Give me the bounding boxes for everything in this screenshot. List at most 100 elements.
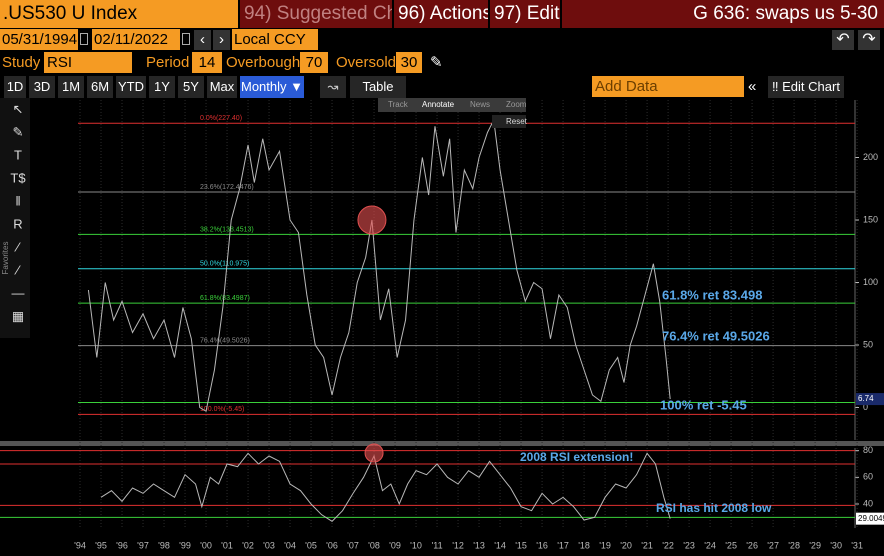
period-button[interactable]: 5Y bbox=[178, 76, 204, 98]
x-tick-label: '10 bbox=[410, 540, 422, 550]
period-button[interactable]: Monthly ▼ bbox=[240, 76, 304, 98]
edit-menu[interactable]: 97) Edit ▾ bbox=[490, 0, 560, 28]
x-tick-label: '14 bbox=[494, 540, 506, 550]
x-tick-label: '30 bbox=[830, 540, 842, 550]
calendar-icon[interactable] bbox=[80, 33, 88, 45]
y-tick-label: 0 bbox=[863, 402, 868, 412]
undo-button[interactable]: ↶ bbox=[832, 30, 854, 50]
x-tick-label: '01 bbox=[221, 540, 233, 550]
annotation: 61.8% ret 83.498 bbox=[662, 287, 762, 302]
level-label: 61.8%(83.4987) bbox=[200, 295, 250, 302]
edit-chart-label: Edit Chart bbox=[782, 79, 840, 94]
period-input[interactable]: 14 bbox=[192, 52, 222, 73]
x-tick-label: '06 bbox=[326, 540, 338, 550]
reset-button[interactable] bbox=[492, 115, 526, 128]
x-tick-label: '24 bbox=[704, 540, 716, 550]
y-tick-label: 100 bbox=[863, 277, 878, 287]
tool-icon[interactable]: ∕ bbox=[14, 262, 21, 277]
x-tick-label: '17 bbox=[557, 540, 569, 550]
y-tick-label: 40 bbox=[863, 498, 873, 508]
x-tick-label: '15 bbox=[515, 540, 527, 550]
x-tick-label: '13 bbox=[473, 540, 485, 550]
prev-button[interactable]: ‹ bbox=[194, 30, 211, 50]
suggested-charts-button[interactable]: 94) Suggested Charts bbox=[240, 0, 392, 28]
overbought-input[interactable]: 70 bbox=[300, 52, 328, 73]
period-label: Period bbox=[146, 54, 190, 71]
x-tick-label: '11 bbox=[432, 540, 443, 550]
level-label: 0.0%(227.40) bbox=[200, 115, 242, 122]
tool-icon[interactable]: R bbox=[13, 216, 22, 231]
start-date[interactable]: 05/31/1994 bbox=[0, 29, 78, 50]
tool-icon[interactable]: ∕ bbox=[14, 239, 21, 254]
oversold-input[interactable]: 30 bbox=[396, 52, 422, 73]
actions-menu[interactable]: 96) Actions ▾ bbox=[394, 0, 488, 28]
tool-icon[interactable]: ✎ bbox=[13, 124, 24, 139]
table-button[interactable]: Table bbox=[350, 76, 406, 98]
chart-tool-button[interactable]: News bbox=[470, 100, 490, 109]
period-button[interactable]: YTD bbox=[116, 76, 146, 98]
chart-area: ↖ ✎ T T$ ‖ R ∕ ∕ — ▦ Favorites '94 '95 '96 '97 '98 '99 '0… bbox=[0, 98, 884, 550]
x-tick-label: '08 bbox=[368, 540, 380, 550]
x-tick-label: '04 bbox=[284, 540, 296, 550]
series-line bbox=[100, 452, 671, 522]
x-tick-label: '94 bbox=[74, 540, 86, 550]
x-tick-label: '99 bbox=[179, 540, 191, 550]
x-tick-label: '29 bbox=[809, 540, 821, 550]
highlight-circle bbox=[357, 205, 387, 235]
end-date[interactable]: 02/11/2022 bbox=[92, 29, 180, 50]
period-button[interactable]: 3D bbox=[29, 76, 55, 98]
level-label: 76.4%(49.5026) bbox=[200, 337, 250, 344]
tool-icon[interactable]: T bbox=[14, 147, 22, 162]
x-tick-label: '96 bbox=[116, 540, 128, 550]
x-tick-label: '31 bbox=[851, 540, 863, 550]
tool-icon[interactable]: T$ bbox=[10, 170, 26, 185]
y-tick-label: 150 bbox=[863, 214, 878, 224]
chart-tool-button[interactable]: Zoom bbox=[506, 100, 527, 109]
overbought-label: Overbought bbox=[226, 54, 305, 71]
chart-tools-bar bbox=[378, 98, 526, 112]
x-tick-label: '28 bbox=[788, 540, 800, 550]
period-button[interactable]: 1Y bbox=[149, 76, 175, 98]
y-tick-label: 50 bbox=[863, 339, 873, 349]
study-select[interactable]: RSI bbox=[44, 52, 132, 73]
page-title: G 636: swaps us 5-30 bbox=[562, 0, 884, 28]
tool-icon[interactable]: ↖ bbox=[13, 101, 24, 116]
panel-separator bbox=[0, 441, 884, 446]
x-tick-label: '20 bbox=[620, 540, 632, 550]
x-tick-label: '25 bbox=[725, 540, 737, 550]
edit-chart-button[interactable]: ‼ Edit Chart bbox=[768, 76, 844, 98]
last-value-label: 6.74 bbox=[858, 394, 874, 403]
tool-icon[interactable]: ▦ bbox=[12, 308, 24, 323]
period-button[interactable]: 1M bbox=[58, 76, 84, 98]
period-button[interactable]: 6M bbox=[87, 76, 113, 98]
x-tick-label: '09 bbox=[389, 540, 401, 550]
side-toolbar bbox=[0, 98, 30, 338]
pencil-icon[interactable]: ✎ bbox=[430, 54, 443, 71]
calendar-icon[interactable] bbox=[182, 33, 190, 45]
x-tick-label: '02 bbox=[242, 540, 254, 550]
tool-icon[interactable]: — bbox=[12, 285, 25, 300]
chart-type-icon[interactable]: ↝ bbox=[320, 76, 346, 98]
ticker-field[interactable]: .US530 U Index bbox=[0, 0, 238, 28]
y-tick-label: 60 bbox=[863, 472, 873, 482]
chart-tool-button[interactable]: Annotate bbox=[422, 100, 455, 109]
x-tick-label: '95 bbox=[95, 540, 107, 550]
annotation: 2008 RSI extension! bbox=[520, 450, 633, 464]
period-button[interactable]: 1D bbox=[4, 76, 26, 98]
chart-tool-button[interactable]: Track bbox=[388, 100, 409, 109]
oversold-label: Oversold bbox=[336, 54, 397, 71]
x-tick-label: '21 bbox=[641, 540, 653, 550]
x-tick-label: '23 bbox=[683, 540, 695, 550]
series-line bbox=[87, 118, 671, 413]
collapse-button[interactable]: « bbox=[748, 78, 757, 95]
currency-select[interactable]: Local CCY bbox=[232, 29, 318, 50]
redo-button[interactable]: ↷ bbox=[858, 30, 880, 50]
next-button[interactable]: › bbox=[213, 30, 230, 50]
last-value-box bbox=[856, 512, 884, 525]
add-data-field[interactable]: Add Data bbox=[592, 76, 744, 97]
x-tick-label: '18 bbox=[578, 540, 590, 550]
tool-icon[interactable]: ‖ bbox=[15, 193, 20, 208]
side-label: Favorites bbox=[1, 242, 10, 275]
period-button[interactable]: Max bbox=[207, 76, 237, 98]
